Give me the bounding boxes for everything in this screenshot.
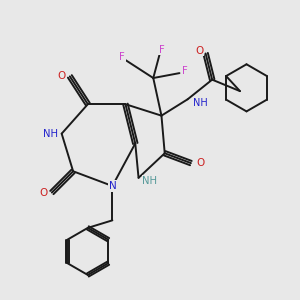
Text: F: F bbox=[159, 45, 164, 55]
Text: O: O bbox=[58, 71, 66, 81]
Text: F: F bbox=[182, 67, 188, 76]
Text: NH: NH bbox=[142, 176, 158, 186]
Text: F: F bbox=[119, 52, 125, 62]
Text: NH: NH bbox=[43, 129, 58, 139]
Text: O: O bbox=[196, 46, 204, 56]
Text: NH: NH bbox=[193, 98, 207, 108]
Text: O: O bbox=[40, 188, 48, 197]
Text: N: N bbox=[109, 181, 116, 191]
Text: O: O bbox=[197, 158, 205, 168]
